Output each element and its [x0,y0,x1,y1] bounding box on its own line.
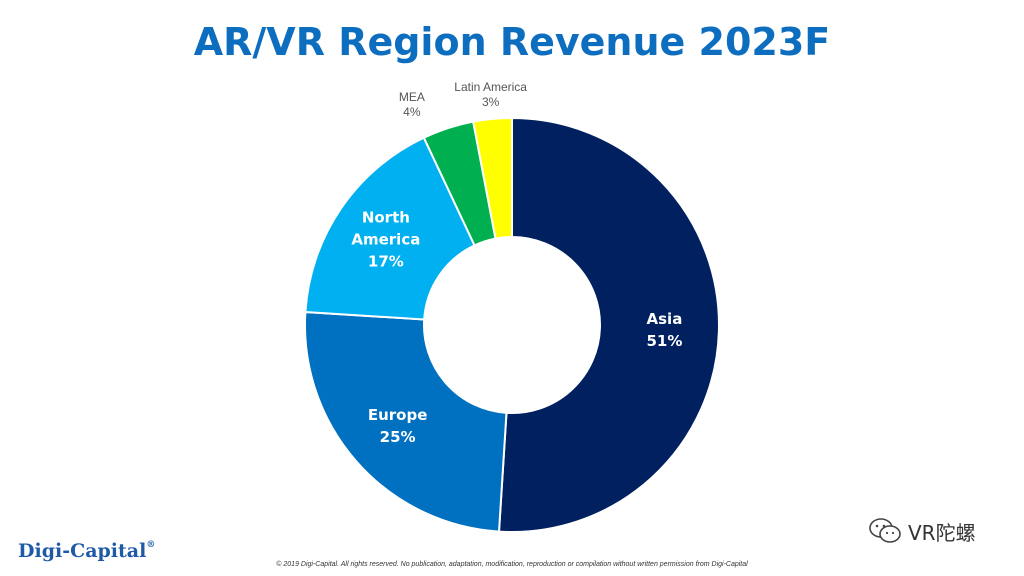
slice-asia [497,116,720,533]
logo-text: Digi-Capital [18,540,147,562]
category-label-latin-america: Latin America [454,80,527,94]
category-label-asia: Asia [647,310,683,328]
category-label-north-america: North [362,208,410,226]
copyright-notice: © 2019 Digi-Capital. All rights reserved… [276,561,748,568]
donut-slices [304,116,720,533]
category-label-north-america: America [351,230,420,248]
registered-mark: ® [146,540,156,550]
category-label-europe: Europe [368,406,428,424]
slice-europe [304,310,508,533]
category-label-mea: MEA [399,90,425,104]
value-label-europe: 25% [380,428,416,446]
chart-title: AR/VR Region Revenue 2023F [193,20,831,64]
value-label-latin-america: 3% [482,95,500,109]
slice-latin-america [472,116,513,240]
digi-capital-logo: Digi-Capital® [18,540,155,562]
wechat-icon [869,518,901,543]
value-label-mea: 4% [403,105,421,119]
slice-north-america [304,136,476,321]
watermark-text: VR陀螺 [908,520,976,545]
value-label-asia: 51% [646,332,682,350]
watermark: VR陀螺 [868,516,976,546]
value-label-north-america: 17% [368,252,404,270]
